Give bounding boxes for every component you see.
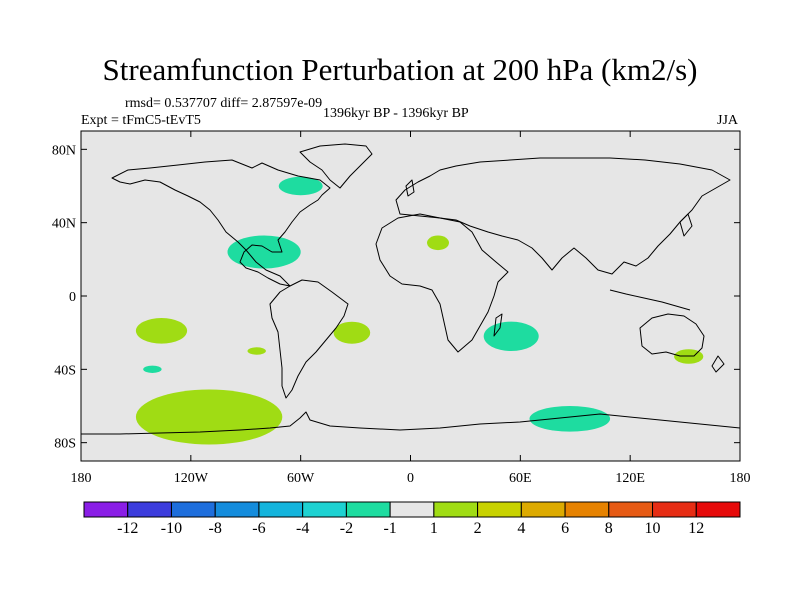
- period-label: 1396kyr BP - 1396kyr BP: [323, 106, 469, 121]
- anomaly-region-1: [278, 176, 323, 196]
- colorbar-swatch-4: [258, 501, 304, 518]
- colorbar-label-9: 4: [517, 520, 525, 537]
- colorbar: -12 -10 -8 -6 -4 -2 -1 1 2 4 6 8 10 12: [83, 501, 741, 537]
- y-tick-label-0: 80N: [52, 143, 76, 158]
- anomaly-region-5: [333, 321, 371, 344]
- coastline-madagascar: [493, 313, 503, 337]
- coastline-north-america: [111, 159, 331, 287]
- anomaly-region-9: [143, 365, 162, 373]
- coastline-south-america: [269, 279, 349, 399]
- coastline-eurasia: [395, 157, 731, 275]
- coastline-indonesia: [609, 289, 691, 311]
- colorbar-swatch-5: [302, 501, 347, 518]
- colorbar-label-3: -6: [252, 520, 265, 537]
- colorbar-swatch-1: [127, 501, 172, 518]
- x-tick-label-0: 180: [71, 471, 92, 486]
- colorbar-swatch-14: [695, 501, 741, 518]
- season-label: JJA: [717, 113, 739, 128]
- anomaly-region-7: [247, 347, 266, 355]
- colorbar-swatch-3: [214, 501, 260, 518]
- anomaly-region-3: [427, 235, 449, 251]
- colorbar-swatch-11: [564, 501, 610, 518]
- y-tick-label-2: 0: [69, 290, 76, 305]
- anomaly-region-6: [483, 321, 539, 351]
- coastline-australia: [639, 313, 705, 357]
- y-tick-label-1: 40N: [52, 217, 76, 232]
- colorbar-label-0: -12: [117, 520, 138, 537]
- colorbar-swatch-10: [520, 501, 566, 518]
- anomaly-region-11: [529, 406, 611, 432]
- anomaly-region-10: [135, 389, 283, 445]
- chart-title: Streamfunction Perturbation at 200 hPa (…: [102, 52, 698, 87]
- x-tick-label-4: 60E: [509, 471, 532, 486]
- y-tick-label-3: 40S: [54, 363, 76, 378]
- colorbar-label-8: 2: [474, 520, 482, 537]
- anomaly-region-2: [227, 235, 301, 269]
- colorbar-swatch-0: [83, 501, 129, 518]
- colorbar-swatch-2: [170, 501, 216, 518]
- colorbar-label-7: 1: [430, 520, 438, 537]
- coastline-antarctica: [81, 411, 740, 435]
- colorbar-label-2: -8: [209, 520, 222, 537]
- colorbar-label-11: 8: [605, 520, 613, 537]
- coastlines: [81, 143, 740, 435]
- coastline-britain: [405, 179, 415, 197]
- x-tick-label-2: 60W: [287, 471, 315, 486]
- colorbar-swatch-13: [652, 501, 697, 518]
- colorbar-label-6: -1: [383, 520, 396, 537]
- colorbar-swatch-9: [477, 501, 522, 518]
- x-tick-label-3: 0: [407, 471, 414, 486]
- experiment-label: Expt = tFmC5-tEvT5: [81, 113, 201, 128]
- y-tick-label-4: 80S: [54, 437, 76, 452]
- colorbar-swatch-7: [389, 501, 435, 518]
- anomaly-region-4: [135, 318, 188, 344]
- colorbar-swatch-6: [345, 501, 391, 518]
- colorbar-label-4: -4: [296, 520, 309, 537]
- colorbar-label-10: 6: [561, 520, 569, 537]
- coastline-greenland: [299, 143, 373, 189]
- x-tick-label-5: 120E: [615, 471, 645, 486]
- colorbar-label-13: 12: [688, 520, 704, 537]
- axes: 180 120W 60W 0 60E 120E 180 80N 40N 0 40S 80S: [52, 131, 751, 486]
- x-tick-label-1: 120W: [174, 471, 209, 486]
- colorbar-swatch-12: [608, 501, 654, 518]
- stats-label: rmsd= 0.537707 diff= 2.87597e-09: [125, 96, 323, 111]
- coastline-new-zealand: [711, 355, 725, 373]
- x-tick-label-6: 180: [730, 471, 751, 486]
- colorbar-label-1: -10: [161, 520, 182, 537]
- colorbar-label-12: 10: [645, 520, 661, 537]
- colorbar-swatch-8: [433, 501, 479, 518]
- coastline-japan: [679, 213, 693, 237]
- colorbar-label-5: -2: [340, 520, 353, 537]
